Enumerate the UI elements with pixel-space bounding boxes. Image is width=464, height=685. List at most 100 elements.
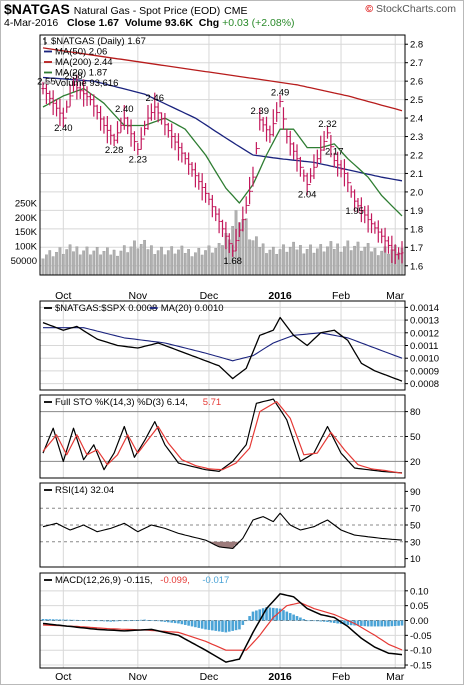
macd-histogram-bar bbox=[309, 620, 312, 622]
volume-bar bbox=[183, 253, 187, 276]
macd-histogram-bar bbox=[200, 620, 204, 629]
volume-bar bbox=[190, 256, 194, 276]
macd-histogram-bar bbox=[312, 620, 316, 622]
volume-bar bbox=[261, 243, 265, 276]
volume-bar bbox=[65, 249, 69, 276]
volume-bar bbox=[41, 258, 45, 276]
volume-bar bbox=[99, 254, 102, 276]
macd-histogram-bar bbox=[102, 620, 106, 622]
macd-histogram-bar bbox=[204, 620, 207, 630]
price-right-tick-label: 2.1 bbox=[410, 169, 423, 180]
stoch-right-tick-label: 80 bbox=[410, 407, 421, 418]
macd-histogram-bar bbox=[332, 620, 336, 623]
volume-bar bbox=[122, 245, 126, 276]
price-panel-border bbox=[39, 34, 406, 276]
x-axis-label: Dec bbox=[200, 290, 219, 302]
volume-bar bbox=[373, 247, 377, 276]
price-right-tick-label: 1.6 bbox=[410, 261, 423, 272]
macd-histogram-bar bbox=[180, 620, 184, 625]
macd-histogram-bar bbox=[278, 608, 282, 621]
ratio-right-tick-label: 0.0010 bbox=[410, 354, 439, 365]
macd-panel-border bbox=[39, 572, 406, 669]
volume-bar bbox=[207, 245, 211, 276]
macd-histogram-bar bbox=[133, 620, 136, 621]
volume-bar bbox=[366, 243, 370, 276]
rsi-right-tick-label: 30 bbox=[410, 537, 421, 548]
rsi-right-tick-label: 50 bbox=[410, 521, 421, 532]
x-axis-label: Nov bbox=[128, 290, 147, 302]
macd-histogram-bar bbox=[295, 616, 299, 621]
macd-histogram-bar bbox=[299, 617, 302, 621]
volume-bar bbox=[204, 250, 207, 276]
macd-histogram-bar bbox=[207, 620, 211, 630]
macd-histogram-bar bbox=[146, 619, 150, 621]
macd-histogram-bar bbox=[89, 620, 92, 622]
price-legend-text: Volume 93,616 bbox=[55, 78, 118, 89]
volume-bar bbox=[275, 253, 279, 276]
exchange-label: CME bbox=[224, 5, 248, 17]
ma50-line bbox=[42, 76, 403, 182]
macd-right-tick-label: 0.00 bbox=[410, 616, 429, 627]
volume-bar bbox=[349, 250, 353, 276]
watermark-text: StockCharts.com bbox=[376, 3, 456, 15]
volume-bar bbox=[139, 244, 143, 276]
macd-signal-line bbox=[42, 602, 403, 651]
watermark-logo-icon: © bbox=[365, 3, 374, 15]
macd-histogram-bar bbox=[292, 614, 295, 621]
volume-bar bbox=[105, 247, 109, 276]
volume-bar bbox=[315, 248, 319, 276]
macd-histogram-bar bbox=[383, 620, 387, 627]
ticker-symbol: $NATGAS bbox=[4, 1, 70, 17]
volume-bar bbox=[116, 255, 119, 276]
x-axis-label: Oct bbox=[55, 290, 71, 302]
macd-histogram-bar bbox=[129, 620, 133, 622]
macd-histogram-bar bbox=[139, 619, 143, 621]
volume-bar bbox=[153, 254, 157, 276]
bottom-x-axis-label: Mar bbox=[386, 671, 405, 683]
macd-histogram-bar bbox=[116, 620, 119, 622]
watermark: © StockCharts.com bbox=[365, 3, 456, 15]
macd-right-tick-label: 0.10 bbox=[410, 586, 429, 597]
macd-histogram-bar bbox=[248, 616, 251, 621]
macd-histogram-bar bbox=[329, 620, 333, 623]
volume-label: Volume bbox=[124, 17, 162, 29]
macd-histogram-bar bbox=[177, 620, 180, 624]
macd-histogram-bar bbox=[51, 619, 55, 621]
price-right-tick-label: 1.8 bbox=[410, 224, 423, 235]
rsi-legend-text: RSI(14) 32.04 bbox=[55, 485, 114, 496]
bottom-x-axis-label: Oct bbox=[55, 671, 71, 683]
volume-bar bbox=[156, 250, 160, 276]
macd-histogram-bar bbox=[122, 620, 126, 622]
volume-bar bbox=[360, 250, 363, 276]
macd-histogram-bar bbox=[285, 611, 289, 621]
volume-bar bbox=[102, 251, 106, 276]
volume-bar bbox=[295, 249, 299, 276]
stoch-k-line bbox=[42, 398, 403, 474]
volume-bar bbox=[339, 251, 343, 276]
macd-right-tick-label: 0.05 bbox=[410, 601, 429, 612]
price-annotation-label: 2.40 bbox=[115, 104, 134, 115]
stoch-panel-border bbox=[39, 394, 406, 479]
volume-axis-label: 150K bbox=[15, 227, 38, 238]
macd-histogram-bar bbox=[45, 619, 48, 621]
macd-histogram-bar bbox=[255, 610, 258, 621]
price-legend-text: MA(20) 1.87 bbox=[55, 68, 107, 79]
macd-histogram-bar bbox=[197, 620, 201, 628]
volume-bar bbox=[200, 254, 204, 276]
volume-bar bbox=[170, 246, 174, 276]
volume-bar bbox=[58, 247, 62, 276]
macd-histogram-bar bbox=[366, 620, 370, 627]
volume-axis-label: 200K bbox=[15, 213, 38, 224]
macd-histogram-bar bbox=[167, 620, 170, 623]
macd-histogram-bar bbox=[397, 620, 400, 626]
header-quote-line: 4-Mar-2016 Close 1.67 Volume 93.6K Chg +… bbox=[4, 17, 295, 29]
volume-bar bbox=[305, 249, 309, 276]
ratio-right-tick-label: 0.0011 bbox=[410, 341, 438, 352]
price-legend-text: MA(50) 2.06 bbox=[55, 47, 107, 58]
price-annotation-label: 2.28 bbox=[105, 145, 124, 156]
macd-histogram-bar bbox=[217, 620, 221, 632]
volume-bar bbox=[95, 247, 99, 276]
rsi-right-tick-label: 10 bbox=[410, 554, 421, 565]
